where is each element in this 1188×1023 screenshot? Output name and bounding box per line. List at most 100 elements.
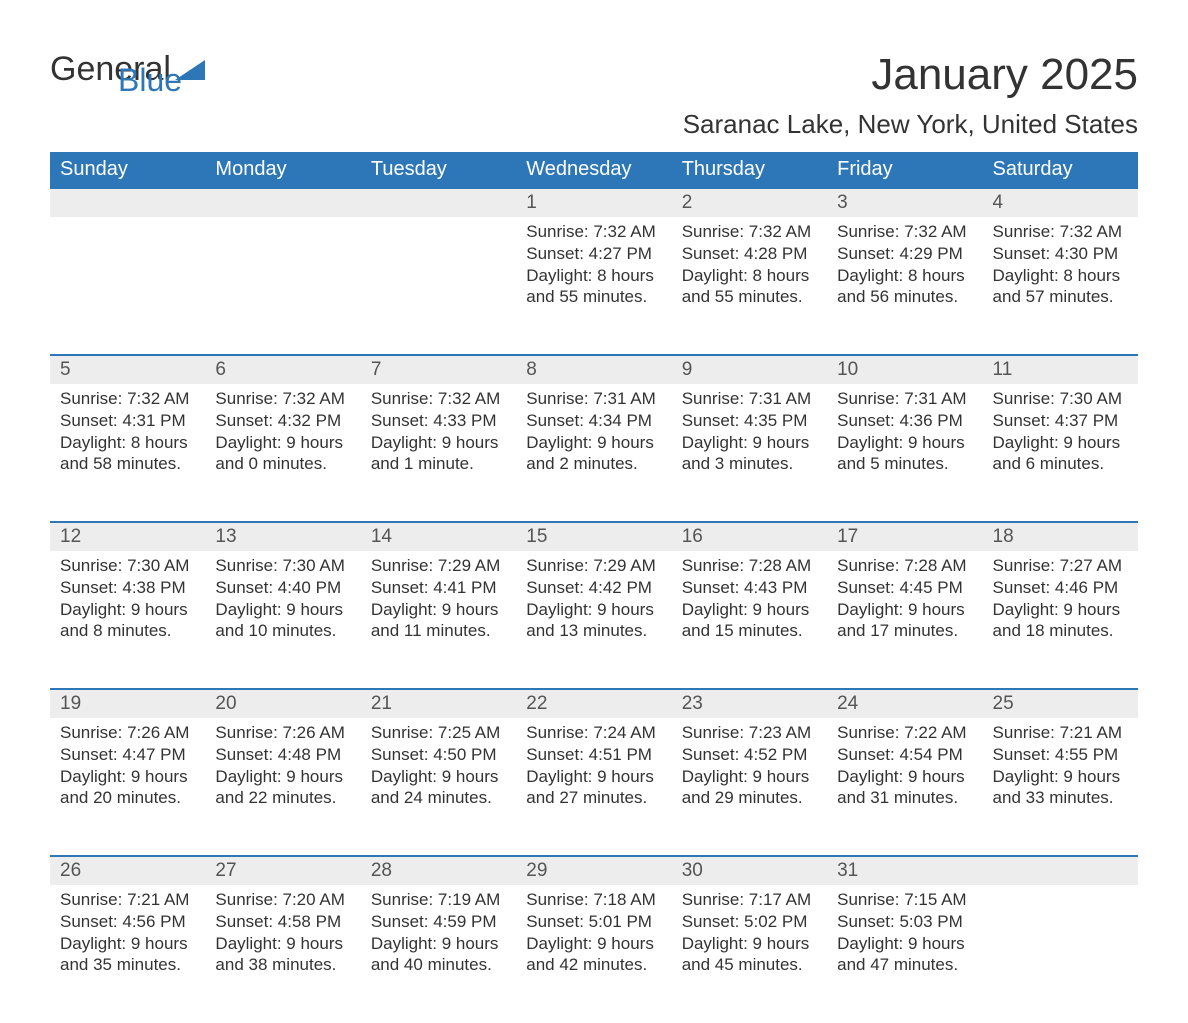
day-content-cell: Sunrise: 7:19 AMSunset: 4:59 PMDaylight:… [361,885,516,1023]
sunrise-line: Sunrise: 7:32 AM [371,388,506,410]
day-content-cell: Sunrise: 7:21 AMSunset: 4:56 PMDaylight:… [50,885,205,1023]
sunrise-line: Sunrise: 7:29 AM [526,555,661,577]
day-content-cell: Sunrise: 7:18 AMSunset: 5:01 PMDaylight:… [516,885,671,1023]
day-content-cell: Sunrise: 7:26 AMSunset: 4:47 PMDaylight:… [50,718,205,856]
day-num-cell: 13 [205,522,360,551]
daylight-line: Daylight: 9 hours and 38 minutes. [215,933,350,977]
week-1-content-row: Sunrise: 7:32 AMSunset: 4:31 PMDaylight:… [50,384,1138,522]
sunset-line: Sunset: 4:30 PM [993,243,1128,265]
sunset-line: Sunset: 4:56 PM [60,911,195,933]
week-0-daynum-row: 1234 [50,188,1138,217]
day-num-cell [50,188,205,217]
sunrise-line: Sunrise: 7:29 AM [371,555,506,577]
daylight-line: Daylight: 9 hours and 42 minutes. [526,933,661,977]
day-content-cell: Sunrise: 7:32 AMSunset: 4:29 PMDaylight:… [827,217,982,355]
sunrise-line: Sunrise: 7:31 AM [837,388,972,410]
page-subtitle: Saranac Lake, New York, United States [50,109,1138,140]
daylight-line: Daylight: 9 hours and 3 minutes. [682,432,817,476]
sunrise-line: Sunrise: 7:32 AM [993,221,1128,243]
sunset-line: Sunset: 4:31 PM [60,410,195,432]
sunrise-line: Sunrise: 7:18 AM [526,889,661,911]
day-content-cell: Sunrise: 7:28 AMSunset: 4:43 PMDaylight:… [672,551,827,689]
sunrise-line: Sunrise: 7:32 AM [526,221,661,243]
day-content-cell: Sunrise: 7:31 AMSunset: 4:35 PMDaylight:… [672,384,827,522]
sunrise-line: Sunrise: 7:20 AM [215,889,350,911]
daylight-line: Daylight: 9 hours and 18 minutes. [993,599,1128,643]
day-num-cell: 27 [205,856,360,885]
sunset-line: Sunset: 4:33 PM [371,410,506,432]
week-3-daynum-row: 19202122232425 [50,689,1138,718]
subtitle-block: Saranac Lake, New York, United States [50,109,1138,140]
sunset-line: Sunset: 4:36 PM [837,410,972,432]
daylight-line: Daylight: 9 hours and 45 minutes. [682,933,817,977]
sunset-line: Sunset: 4:35 PM [682,410,817,432]
calendar-table: SundayMondayTuesdayWednesdayThursdayFrid… [50,152,1138,1023]
day-num-cell: 21 [361,689,516,718]
day-content-cell [50,217,205,355]
day-num-cell: 10 [827,355,982,384]
sunset-line: Sunset: 4:40 PM [215,577,350,599]
day-content-cell: Sunrise: 7:32 AMSunset: 4:32 PMDaylight:… [205,384,360,522]
sunrise-line: Sunrise: 7:21 AM [993,722,1128,744]
sunrise-line: Sunrise: 7:26 AM [215,722,350,744]
sunset-line: Sunset: 4:47 PM [60,744,195,766]
day-num-cell [361,188,516,217]
sunset-line: Sunset: 4:34 PM [526,410,661,432]
sunrise-line: Sunrise: 7:30 AM [60,555,195,577]
day-content-cell: Sunrise: 7:29 AMSunset: 4:42 PMDaylight:… [516,551,671,689]
day-num-cell: 16 [672,522,827,551]
weekday-sunday: Sunday [50,152,205,188]
day-content-cell: Sunrise: 7:30 AMSunset: 4:37 PMDaylight:… [983,384,1138,522]
day-num-cell: 15 [516,522,671,551]
sunrise-line: Sunrise: 7:28 AM [837,555,972,577]
weekday-wednesday: Wednesday [516,152,671,188]
sunset-line: Sunset: 4:50 PM [371,744,506,766]
sunset-line: Sunset: 5:03 PM [837,911,972,933]
day-content-cell: Sunrise: 7:28 AMSunset: 4:45 PMDaylight:… [827,551,982,689]
day-content-cell: Sunrise: 7:20 AMSunset: 4:58 PMDaylight:… [205,885,360,1023]
week-4-daynum-row: 262728293031 [50,856,1138,885]
sunrise-line: Sunrise: 7:24 AM [526,722,661,744]
day-num-cell: 20 [205,689,360,718]
sunrise-line: Sunrise: 7:28 AM [682,555,817,577]
sunrise-line: Sunrise: 7:32 AM [60,388,195,410]
day-content-cell: Sunrise: 7:32 AMSunset: 4:28 PMDaylight:… [672,217,827,355]
sunset-line: Sunset: 5:01 PM [526,911,661,933]
daylight-line: Daylight: 9 hours and 6 minutes. [993,432,1128,476]
day-content-cell [361,217,516,355]
day-num-cell: 1 [516,188,671,217]
sunset-line: Sunset: 4:45 PM [837,577,972,599]
sunset-line: Sunset: 4:29 PM [837,243,972,265]
sunrise-line: Sunrise: 7:22 AM [837,722,972,744]
day-num-cell: 23 [672,689,827,718]
day-content-cell: Sunrise: 7:22 AMSunset: 4:54 PMDaylight:… [827,718,982,856]
day-content-cell: Sunrise: 7:27 AMSunset: 4:46 PMDaylight:… [983,551,1138,689]
daylight-line: Daylight: 9 hours and 17 minutes. [837,599,972,643]
daylight-line: Daylight: 9 hours and 29 minutes. [682,766,817,810]
day-content-cell: Sunrise: 7:21 AMSunset: 4:55 PMDaylight:… [983,718,1138,856]
daylight-line: Daylight: 9 hours and 2 minutes. [526,432,661,476]
sunset-line: Sunset: 4:54 PM [837,744,972,766]
day-num-cell: 24 [827,689,982,718]
day-content-cell: Sunrise: 7:32 AMSunset: 4:30 PMDaylight:… [983,217,1138,355]
weekday-tuesday: Tuesday [361,152,516,188]
sunrise-line: Sunrise: 7:30 AM [215,555,350,577]
sunrise-line: Sunrise: 7:31 AM [682,388,817,410]
day-num-cell: 12 [50,522,205,551]
page-title: January 2025 [871,50,1138,100]
week-4-content-row: Sunrise: 7:21 AMSunset: 4:56 PMDaylight:… [50,885,1138,1023]
day-content-cell: Sunrise: 7:17 AMSunset: 5:02 PMDaylight:… [672,885,827,1023]
title-block: January 2025 [871,50,1138,100]
day-content-cell: Sunrise: 7:29 AMSunset: 4:41 PMDaylight:… [361,551,516,689]
daylight-line: Daylight: 9 hours and 47 minutes. [837,933,972,977]
day-num-cell: 29 [516,856,671,885]
sunrise-line: Sunrise: 7:32 AM [837,221,972,243]
day-num-cell: 5 [50,355,205,384]
week-2-content-row: Sunrise: 7:30 AMSunset: 4:38 PMDaylight:… [50,551,1138,689]
day-content-cell: Sunrise: 7:24 AMSunset: 4:51 PMDaylight:… [516,718,671,856]
daylight-line: Daylight: 9 hours and 11 minutes. [371,599,506,643]
sunset-line: Sunset: 5:02 PM [682,911,817,933]
weekday-saturday: Saturday [983,152,1138,188]
sunset-line: Sunset: 4:46 PM [993,577,1128,599]
sunset-line: Sunset: 4:38 PM [60,577,195,599]
